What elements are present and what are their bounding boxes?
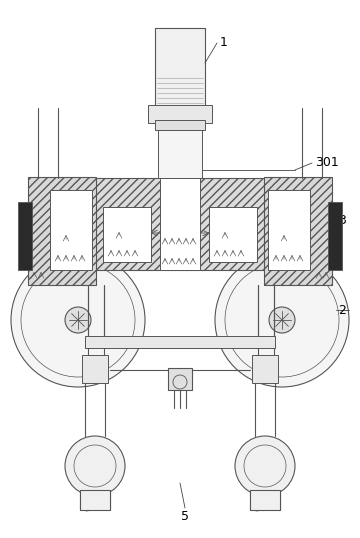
Text: 5: 5 xyxy=(181,509,189,522)
Bar xyxy=(155,120,205,130)
Circle shape xyxy=(65,436,125,496)
Bar xyxy=(50,190,92,270)
Text: 1: 1 xyxy=(220,37,228,49)
Circle shape xyxy=(235,436,295,496)
Bar xyxy=(250,490,280,510)
Bar xyxy=(158,130,202,178)
Circle shape xyxy=(65,307,91,333)
Bar xyxy=(85,336,275,348)
Bar xyxy=(103,207,151,262)
Bar xyxy=(148,105,212,123)
Bar xyxy=(82,355,108,383)
Bar xyxy=(155,28,205,108)
Circle shape xyxy=(269,307,295,333)
Bar xyxy=(168,368,192,390)
Bar xyxy=(18,202,32,270)
Bar xyxy=(95,178,265,270)
Text: 3: 3 xyxy=(338,214,346,226)
Text: 301: 301 xyxy=(315,157,339,169)
Bar xyxy=(264,177,332,285)
Bar xyxy=(252,355,278,383)
Bar xyxy=(80,490,110,510)
Bar xyxy=(28,177,96,285)
Bar xyxy=(328,202,342,270)
Bar xyxy=(268,190,310,270)
Text: 2: 2 xyxy=(338,303,346,316)
Circle shape xyxy=(215,253,349,387)
Circle shape xyxy=(11,253,145,387)
Bar xyxy=(209,207,257,262)
Bar xyxy=(160,178,200,270)
Bar xyxy=(165,176,195,186)
